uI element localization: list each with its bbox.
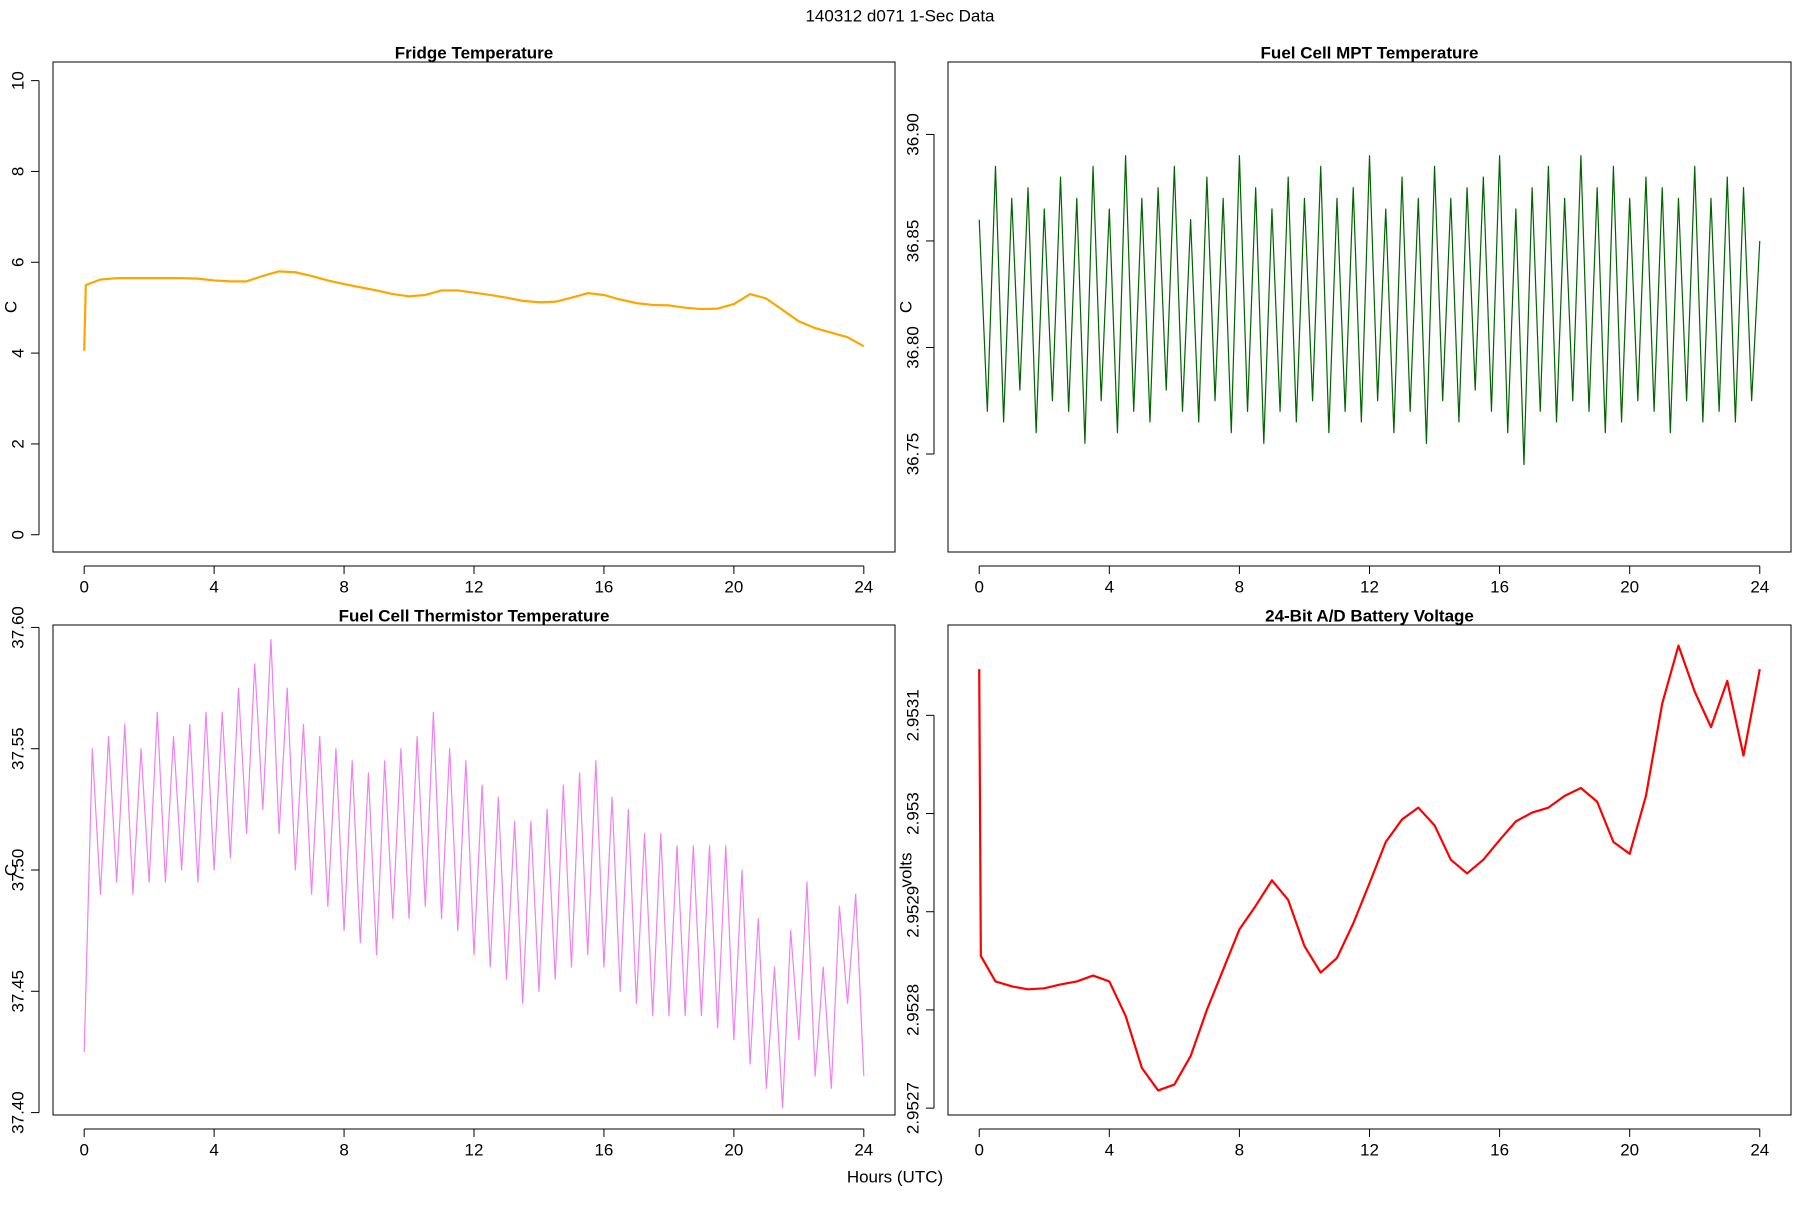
y-tick-label: 0 — [8, 530, 27, 539]
y-tick-label: 6 — [8, 258, 27, 267]
y-tick-label: 2.953 — [903, 792, 922, 835]
x-tick-label: 0 — [974, 1140, 983, 1159]
x-tick-label: 4 — [1105, 1140, 1114, 1159]
x-tick-label: 20 — [1620, 577, 1639, 596]
y-axis-label: C — [1, 301, 20, 313]
y-tick-label: 8 — [8, 167, 27, 176]
y-tick-label: 37.60 — [8, 606, 27, 649]
x-tick-label: 16 — [1490, 577, 1509, 596]
x-tick-label: 0 — [79, 1140, 88, 1159]
x-tick-label: 16 — [1490, 1140, 1509, 1159]
y-tick-label: 2.9529 — [903, 886, 922, 938]
x-tick-label: 12 — [465, 577, 484, 596]
y-axis-label: C — [896, 301, 915, 313]
plot-frame — [52, 624, 896, 1116]
x-tick-label: 4 — [209, 577, 218, 596]
x-tick-label: 24 — [854, 577, 873, 596]
plot-frame — [947, 624, 1792, 1116]
x-tick-label: 12 — [1360, 577, 1379, 596]
x-tick-label: 8 — [339, 1140, 348, 1159]
panel-title: Fuel Cell MPT Temperature — [1261, 43, 1479, 62]
panel-title: 24-Bit A/D Battery Voltage — [1265, 606, 1474, 625]
panel-title: Fridge Temperature — [395, 43, 553, 62]
data-line — [978, 644, 1761, 1092]
x-tick-label: 12 — [465, 1140, 484, 1159]
x-tick-label: 20 — [724, 577, 743, 596]
y-tick-label: 36.80 — [903, 326, 922, 369]
y-tick-label: 2.9531 — [903, 689, 922, 741]
x-tick-label: 16 — [594, 1140, 613, 1159]
data-line — [978, 155, 1761, 466]
x-tick-label: 4 — [1105, 577, 1114, 596]
plot-area — [83, 638, 865, 1109]
x-tick-label: 24 — [1750, 577, 1769, 596]
x-tick-label: 16 — [594, 577, 613, 596]
panel-title: Fuel Cell Thermistor Temperature — [339, 606, 610, 625]
y-axis-label: C — [1, 864, 20, 876]
x-tick-label: 0 — [79, 577, 88, 596]
y-tick-label: 36.90 — [903, 113, 922, 156]
x-tick-label: 20 — [724, 1140, 743, 1159]
x-tick-label: 24 — [854, 1140, 873, 1159]
x-tick-label: 8 — [1235, 577, 1244, 596]
x-tick-label: 24 — [1750, 1140, 1769, 1159]
x-tick-label: 8 — [339, 577, 348, 596]
y-tick-label: 2 — [8, 439, 27, 448]
plot-frame — [947, 61, 1792, 553]
plot-area — [978, 644, 1761, 1092]
y-tick-label: 37.50 — [8, 849, 27, 892]
data-line — [83, 270, 865, 351]
panel: 24-Bit A/D Battery Voltage volts 0 4 8 12 16 20… — [896, 606, 1792, 1159]
x-tick-label: 4 — [209, 1140, 218, 1159]
y-tick-label: 36.75 — [903, 433, 922, 476]
x-tick-label: 0 — [974, 577, 983, 596]
plot-area — [83, 270, 865, 351]
figure-title: 140312 d071 1-Sec Data — [805, 6, 995, 25]
panel: Fuel Cell Thermistor Temperature C 0 4 8 12 16… — [1, 606, 896, 1159]
y-tick-label: 2.9527 — [903, 1082, 922, 1134]
y-tick-label: 36.85 — [903, 220, 922, 263]
y-axis-label: volts — [896, 853, 915, 888]
y-tick-label: 10 — [8, 71, 27, 90]
y-tick-label: 4 — [8, 348, 27, 357]
x-tick-label: 20 — [1620, 1140, 1639, 1159]
y-tick-label: 37.40 — [8, 1091, 27, 1134]
y-tick-label: 2.9528 — [903, 984, 922, 1036]
x-tick-label: 8 — [1235, 1140, 1244, 1159]
x-tick-label: 12 — [1360, 1140, 1379, 1159]
y-tick-label: 37.45 — [8, 970, 27, 1013]
plot-area — [978, 155, 1761, 466]
plot-frame — [52, 61, 896, 553]
data-line — [83, 638, 865, 1109]
y-tick-label: 37.55 — [8, 727, 27, 770]
panel: Fuel Cell MPT Temperature C 0 4 8 12 16 20 24 36.… — [896, 43, 1792, 596]
x-axis-label: Hours (UTC) — [847, 1167, 943, 1186]
